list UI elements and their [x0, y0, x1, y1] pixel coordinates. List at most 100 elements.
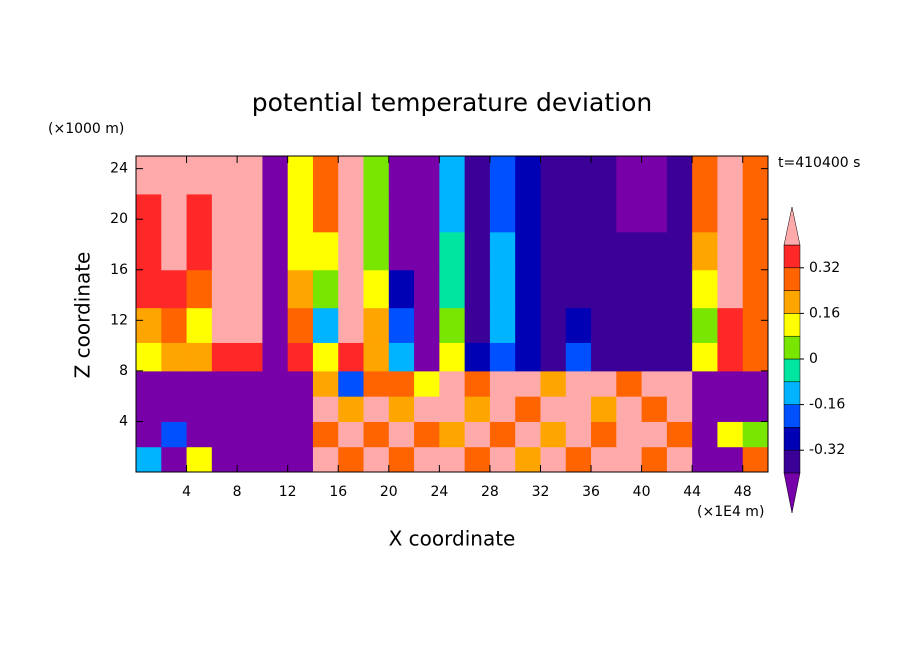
- contour-cell: [161, 396, 188, 422]
- contour-cell: [692, 396, 718, 422]
- contour-cell: [515, 269, 541, 309]
- contour-cell: [161, 231, 188, 271]
- contour-cell: [591, 231, 617, 271]
- y-tick-label: 8: [119, 363, 128, 379]
- contour-cell: [717, 156, 744, 195]
- contour-cell: [161, 307, 188, 343]
- colorbar-bin: [783, 244, 801, 269]
- contour-cell: [591, 421, 617, 448]
- x-tick-label: 8: [233, 484, 242, 500]
- contour-cell: [161, 193, 188, 233]
- contour-cell: [186, 193, 213, 233]
- contour-cell: [666, 307, 693, 343]
- contour-cell: [666, 231, 693, 271]
- contour-cell: [666, 342, 693, 372]
- contour-cell: [717, 446, 744, 473]
- contour-cell: [312, 421, 339, 448]
- contour-cell: [666, 370, 693, 397]
- contour-cell: [540, 421, 567, 448]
- contour-cell: [237, 396, 263, 422]
- contour-cell: [641, 421, 668, 448]
- colorbar-bin: [783, 449, 801, 474]
- contour-cell: [489, 370, 516, 397]
- contour-cell: [565, 421, 592, 448]
- contour-cell: [211, 421, 238, 448]
- colorbar-bin: [783, 267, 801, 291]
- contour-cell: [439, 370, 466, 397]
- contour-cell: [742, 396, 769, 422]
- contour-cell: [237, 370, 263, 397]
- contour-cell: [262, 342, 289, 372]
- contour-cell: [363, 307, 390, 343]
- contour-cell: [464, 156, 491, 195]
- contour-cell: [540, 396, 567, 422]
- contour-cell: [186, 421, 213, 448]
- contour-cell: [287, 396, 314, 422]
- contour-cell: [692, 193, 718, 233]
- contour-cell: [211, 193, 238, 233]
- contour-cell: [414, 421, 440, 448]
- contour-cell: [338, 193, 365, 233]
- contour-cell: [666, 446, 693, 473]
- colorbar-bin: [783, 404, 801, 428]
- contour-cell: [717, 269, 744, 309]
- contour-cell: [186, 231, 213, 271]
- contour-cell: [287, 231, 314, 271]
- contour-cell: [136, 193, 162, 233]
- chart-title: potential temperature deviation: [252, 88, 652, 117]
- contour-cell: [388, 396, 415, 422]
- contour-cell: [388, 421, 415, 448]
- contour-cell: [439, 231, 466, 271]
- contour-cell: [439, 342, 466, 372]
- contour-cell: [515, 193, 541, 233]
- contour-cell: [540, 342, 567, 372]
- colorbar-bin: [783, 427, 801, 451]
- contour-cell: [414, 342, 440, 372]
- contour-cell: [616, 231, 643, 271]
- contour-cell: [414, 156, 440, 195]
- contour-cell: [742, 421, 769, 448]
- contour-cell: [641, 370, 668, 397]
- colorbar-tick-label: -0.16: [809, 397, 845, 413]
- contour-cell: [414, 193, 440, 233]
- contour-cell: [161, 156, 188, 195]
- contour-cell: [515, 370, 541, 397]
- contour-cell: [338, 231, 365, 271]
- contour-cell: [565, 156, 592, 195]
- contour-cell: [439, 156, 466, 195]
- contour-cell: [338, 342, 365, 372]
- contour-cell: [439, 269, 466, 309]
- contour-cell: [616, 156, 643, 195]
- contour-cell: [489, 342, 516, 372]
- colorbar-extend-bottom: [783, 472, 801, 514]
- contour-cell: [414, 396, 440, 422]
- contour-cell: [237, 231, 263, 271]
- contour-cell: [565, 193, 592, 233]
- contour-cell: [363, 421, 390, 448]
- contour-cell: [338, 446, 365, 473]
- contour-cell: [312, 156, 339, 195]
- contour-cell: [186, 307, 213, 343]
- colorbar-bin: [783, 335, 801, 360]
- contour-cell: [464, 396, 491, 422]
- colorbar-extend-top: [783, 206, 801, 246]
- contour-cell: [565, 396, 592, 422]
- colorbar-bin: [783, 290, 801, 314]
- contour-cell: [363, 370, 390, 397]
- contour-cell: [136, 269, 162, 309]
- contour-cell: [515, 421, 541, 448]
- contour-cell: [363, 269, 390, 309]
- x-tick-label: 12: [279, 484, 297, 500]
- contour-cell: [616, 396, 643, 422]
- x-tick-label: 4: [182, 484, 191, 500]
- contour-cell: [262, 193, 289, 233]
- contour-cell: [439, 307, 466, 343]
- colorbar-tick-label: 0.16: [809, 305, 840, 321]
- contour-cell: [388, 269, 415, 309]
- contour-cell: [363, 396, 390, 422]
- contour-cell: [136, 446, 162, 473]
- contour-cell: [666, 421, 693, 448]
- contour-cell: [186, 156, 213, 195]
- y-unit-label: (×1000 m): [48, 121, 124, 137]
- contour-cell: [591, 307, 617, 343]
